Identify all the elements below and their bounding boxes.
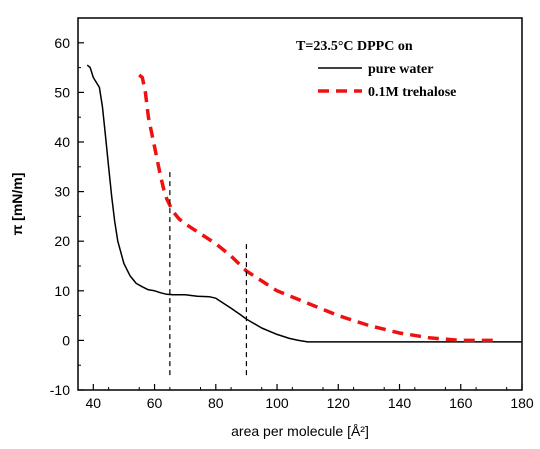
x-tick-label: 160 <box>449 395 473 411</box>
x-ticks: 40 60 80 100 120 140 160 180 <box>77 384 534 411</box>
y-tick-label: 60 <box>54 35 70 51</box>
x-tick-label: 100 <box>265 395 289 411</box>
x-tick-label: 40 <box>86 395 102 411</box>
y-tick-label: -10 <box>50 382 70 398</box>
series-line <box>138 73 498 343</box>
x-tick-label: 120 <box>327 395 351 411</box>
x-tick-label: 140 <box>388 395 412 411</box>
series-layer <box>86 64 522 343</box>
y-ticks: -10 0 10 20 30 40 50 60 <box>50 35 84 398</box>
plot-frame <box>77 17 523 391</box>
x-tick-label: 80 <box>208 395 224 411</box>
y-tick-label: 0 <box>62 332 70 348</box>
series-line <box>86 64 522 343</box>
marker-layer <box>169 171 248 376</box>
legend: pure water 0.1M trehalose <box>318 62 456 100</box>
legend-label: pure water <box>368 62 433 77</box>
legend-label: 0.1M trehalose <box>368 85 456 100</box>
y-tick-label: 40 <box>54 134 70 150</box>
y-axis-label: π [mN/m] <box>9 173 25 236</box>
y-tick-label: 20 <box>54 233 70 249</box>
x-tick-label: 180 <box>510 395 534 411</box>
x-axis-label: area per molecule [Å²] <box>231 423 369 439</box>
y-tick-label: 30 <box>54 184 70 200</box>
y-tick-label: 10 <box>54 283 70 299</box>
chart-annotation: T=23.5°C DPPC on <box>296 39 413 54</box>
x-tick-label: 60 <box>147 395 163 411</box>
y-tick-label: 50 <box>54 84 70 100</box>
